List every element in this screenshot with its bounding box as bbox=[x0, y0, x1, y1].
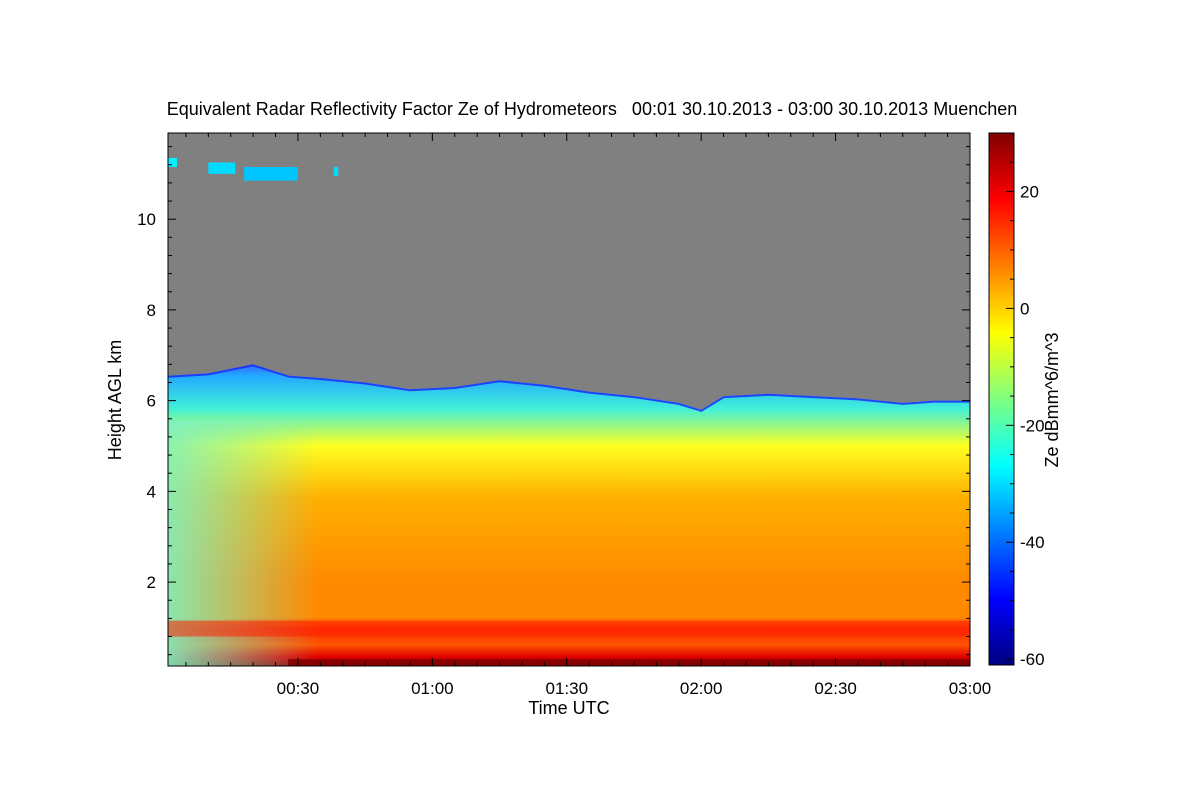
colorbar-tick-label: -40 bbox=[1020, 533, 1045, 552]
y-tick-label: 10 bbox=[137, 210, 156, 229]
y-tick-label: 8 bbox=[147, 301, 156, 320]
y-axis-title: Height AGL km bbox=[105, 340, 125, 460]
colorbar-tick-label: -20 bbox=[1020, 416, 1045, 435]
y-tick-label: 6 bbox=[147, 392, 156, 411]
colorbar-title: Ze dBmm^6/m^3 bbox=[1042, 333, 1062, 468]
colorbar-tick-label: 20 bbox=[1020, 182, 1039, 201]
upper-echo-patch bbox=[168, 157, 177, 168]
y-axis: 2 4 6 8 10 bbox=[137, 146, 970, 656]
upper-echo-patch bbox=[244, 167, 298, 181]
colorbar-tick-label: -60 bbox=[1020, 650, 1045, 669]
upper-echo-patch bbox=[208, 162, 236, 174]
upper-echo-patches bbox=[168, 157, 339, 181]
colorbar-bar bbox=[988, 132, 1015, 666]
bright-band bbox=[168, 620, 970, 637]
x-tick-label: 02:00 bbox=[680, 679, 723, 698]
echo-top-edge bbox=[168, 364, 970, 412]
chart-title: Equivalent Radar Reflectivity Factor Ze … bbox=[167, 99, 1018, 119]
x-tick-label: 01:00 bbox=[411, 679, 454, 698]
x-tick-label: 01:30 bbox=[545, 679, 588, 698]
colorbar-ticks: 20 0 -20 -40 -60 bbox=[1006, 132, 1045, 669]
surface-layer bbox=[288, 659, 970, 666]
x-tick-label: 02:30 bbox=[814, 679, 857, 698]
plot-frame bbox=[167, 132, 971, 667]
x-tick-label: 00:30 bbox=[277, 679, 320, 698]
upper-echo-patch bbox=[333, 167, 339, 177]
x-tick-label: 03:00 bbox=[949, 679, 992, 698]
plot-area bbox=[168, 133, 970, 666]
echo-field bbox=[168, 364, 970, 666]
y-tick-label: 4 bbox=[147, 482, 156, 501]
colorbar-tick-label: 0 bbox=[1020, 299, 1029, 318]
colorbar: 20 0 -20 -40 -60 Ze dBmm^6/m^3 bbox=[988, 132, 1062, 669]
x-axis-title: Time UTC bbox=[528, 698, 609, 718]
x-axis: 00:30 01:00 01:30 02:00 02:30 03:00 bbox=[185, 133, 992, 698]
y-tick-label: 2 bbox=[147, 573, 156, 592]
